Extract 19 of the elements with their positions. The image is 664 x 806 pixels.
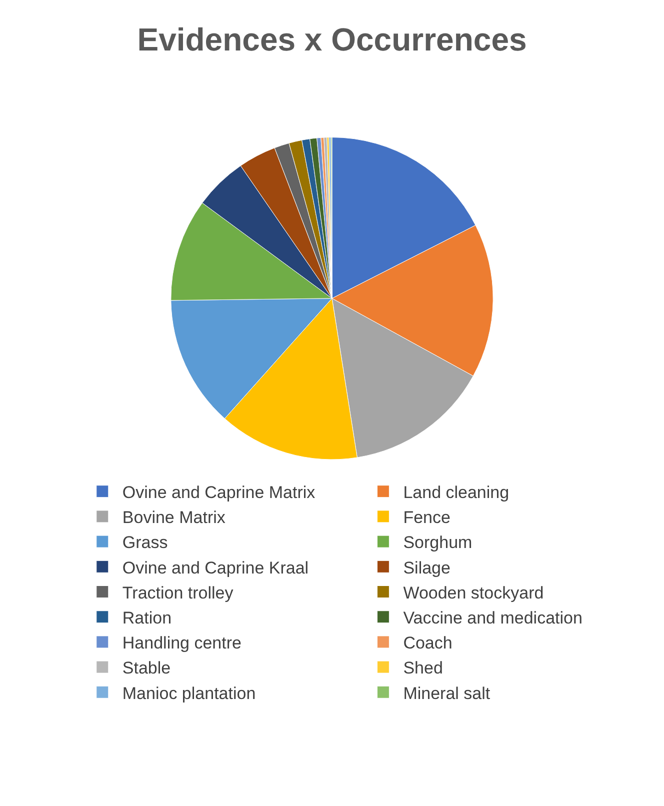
legend-label: Traction trolley: [122, 583, 234, 602]
legend-label: Stable: [122, 658, 171, 678]
legend-label: Silage: [403, 558, 450, 578]
legend-label: Mineral salt: [403, 684, 490, 703]
legend-label: Sorghum: [403, 533, 472, 552]
legend-label: Land cleaning: [403, 482, 510, 502]
legend-label: Shed: [403, 658, 443, 678]
chart-title: Evidences x Occurrences: [137, 22, 527, 58]
legend-label: Grass: [122, 533, 168, 552]
legend-label: Ovine and Caprine Matrix: [122, 482, 316, 502]
legend-label: Coach: [403, 634, 452, 653]
legend-label: Ovine and Caprine Kraal: [122, 558, 309, 578]
legend-label: Fence: [403, 508, 450, 528]
legend-label: Bovine Matrix: [122, 508, 226, 528]
legend-label: Vaccine and medication: [403, 608, 582, 628]
legend-label: Handling centre: [122, 634, 242, 653]
legend-label: Ration: [122, 608, 172, 628]
legend-label: Manioc plantation: [122, 684, 256, 703]
legend-label: Wooden stockyard: [403, 583, 544, 602]
